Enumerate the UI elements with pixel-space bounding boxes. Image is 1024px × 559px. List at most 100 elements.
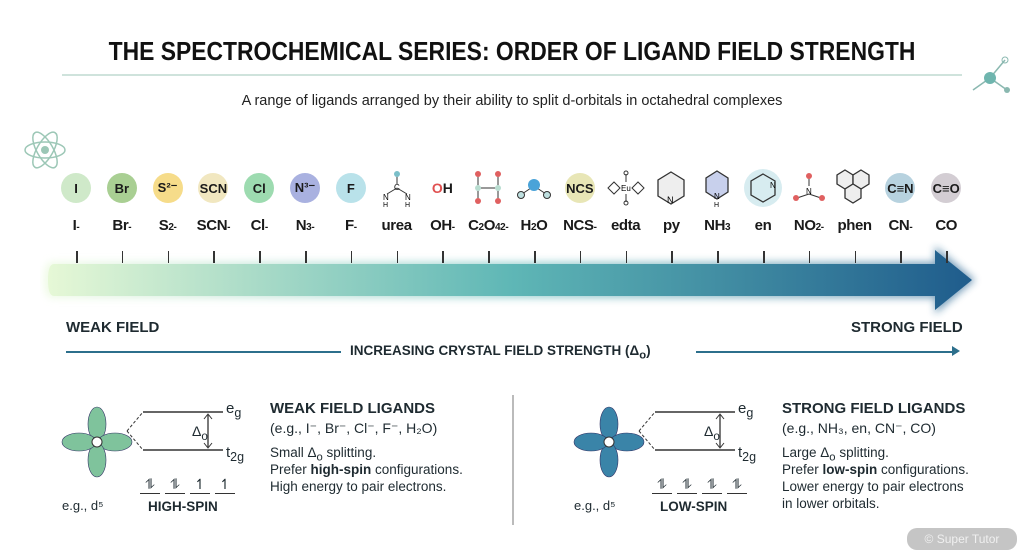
- ligand-badge-icon: C≡O: [931, 173, 962, 203]
- eg-level-label: eg: [738, 400, 754, 420]
- tick-mark: [808, 251, 811, 263]
- hydroxide-icon: OH: [431, 180, 453, 196]
- ligand-label: Cl -: [250, 217, 269, 234]
- field-strength-arrow: [44, 246, 975, 314]
- nitrite-structure-icon: N: [792, 173, 825, 201]
- svg-text:H: H: [383, 202, 388, 208]
- ligand-icon-5: N³⁻: [282, 168, 328, 208]
- ligand-label: NO 2-: [793, 217, 824, 234]
- axis-arrowhead-icon: [952, 346, 960, 356]
- urea-structure-icon: CN NH H: [383, 171, 411, 208]
- ligand-icon-10: [511, 168, 557, 208]
- ligand-label: F-: [344, 217, 357, 234]
- d-orbital-icon: [57, 402, 137, 487]
- ligand-icon-18: C≡N: [877, 168, 923, 208]
- svg-text:N: N: [405, 193, 411, 202]
- svg-text:H: H: [714, 202, 719, 208]
- ligand-label: NCS -: [563, 217, 597, 234]
- ligand-icon-13: N: [648, 168, 694, 208]
- ligand-label: I-: [72, 217, 80, 234]
- description-line: Small Δo splitting.: [270, 445, 377, 464]
- ligand-icon-11: NCS: [557, 168, 603, 208]
- electron-box: ↿: [215, 476, 235, 494]
- ligand-label: Br -: [112, 217, 132, 234]
- ligand-icon-1: Br: [99, 168, 145, 208]
- description-line: Large Δo splitting.: [782, 445, 889, 464]
- ligand-icon-2: S²⁻: [145, 168, 191, 208]
- ligand-label: edta: [610, 217, 641, 234]
- tick-mark: [121, 251, 124, 263]
- ligand-icon-3: SCN: [190, 168, 236, 208]
- ligand-label: CN -: [888, 217, 913, 234]
- panel-divider: [512, 395, 514, 525]
- phen-structure-icon: [835, 169, 870, 204]
- ligand-label: CO: [935, 217, 958, 234]
- ligand-label: NH 3: [704, 217, 731, 234]
- ligand-label: SCN -: [196, 217, 231, 234]
- tick-mark: [442, 251, 444, 263]
- description-line: Prefer high-spin configurations.: [270, 462, 463, 477]
- tick-mark: [76, 251, 78, 263]
- pyridine-ring-icon: N: [657, 171, 686, 205]
- water-molecule-icon: [517, 179, 551, 199]
- ligand-label: OH -: [430, 217, 455, 234]
- electron-box: ⥮: [727, 476, 747, 494]
- ligand-badge-icon: N³⁻: [290, 173, 320, 203]
- ligand-icon-12: Eu: [603, 168, 649, 208]
- ligand-label: py: [663, 217, 680, 234]
- tick-mark: [167, 251, 170, 263]
- tick-mark: [488, 251, 490, 263]
- axis-line-left: [66, 351, 341, 353]
- molecule-decoration-icon: [972, 56, 1010, 93]
- electron-box: ⥮: [140, 476, 160, 494]
- ligand-label: phen: [837, 217, 872, 234]
- ammonia-ring-icon: NH: [705, 170, 729, 208]
- ligand-label: urea: [381, 217, 412, 234]
- description-line: High energy to pair electrons.: [270, 479, 447, 494]
- spin-state-label: LOW-SPIN: [660, 499, 728, 514]
- title-underline: [62, 74, 962, 76]
- ligand-group-examples: (e.g., NH₃, en, CN⁻, CO): [782, 420, 936, 436]
- subtitle: A range of ligands arranged by their abi…: [241, 93, 783, 109]
- ligand-badge-icon: Br: [106, 173, 137, 203]
- page-title: THE SPECTROCHEMICAL SERIES: ORDER OF LIG…: [108, 36, 916, 66]
- ligand-badge-icon: SCN: [198, 173, 229, 203]
- ligand-icon-15: N: [740, 168, 786, 208]
- tick-mark: [259, 251, 261, 263]
- electron-box: ⥮: [702, 476, 722, 494]
- delta-o-label: Δo: [192, 423, 208, 443]
- axis-arrow: [696, 351, 954, 353]
- description-line: Lower energy to pair electrons: [782, 479, 964, 494]
- tick-mark: [396, 251, 399, 263]
- electron-box: ↿: [190, 476, 210, 494]
- electron-box: ⥮: [165, 476, 185, 494]
- tick-mark: [213, 251, 215, 263]
- ligand-badge-icon: C≡N: [885, 173, 916, 203]
- description-line: Prefer low-spin configurations.: [782, 462, 969, 477]
- d-electron-example: e.g., d⁵: [574, 498, 616, 513]
- svg-text:N: N: [806, 187, 812, 196]
- ligand-label: en: [754, 217, 772, 234]
- delta-o-label: Δo: [704, 423, 720, 443]
- ligand-icon-19: C≡O: [923, 168, 969, 208]
- tick-mark: [625, 251, 628, 263]
- weak-field-label: WEAK FIELD: [66, 319, 160, 336]
- ligand-label: S 2-: [158, 217, 177, 234]
- description-line: in lower orbitals.: [782, 496, 880, 511]
- ligand-icon-9: [465, 168, 511, 208]
- tick-mark: [305, 251, 307, 263]
- ligand-group-examples: (e.g., I⁻, Br⁻, Cl⁻, F⁻, H₂O): [270, 420, 438, 436]
- ligand-badge-icon: F: [335, 173, 366, 203]
- d-orbital-icon: [569, 402, 649, 487]
- ligand-icon-17: [832, 168, 878, 208]
- svg-text:Eu: Eu: [621, 184, 631, 193]
- tick-mark: [763, 251, 765, 263]
- tick-mark: [534, 251, 536, 263]
- tick-mark: [854, 251, 857, 263]
- svg-text:N: N: [383, 193, 389, 202]
- svg-text:N: N: [714, 192, 720, 201]
- splitting-diagram: [637, 404, 737, 463]
